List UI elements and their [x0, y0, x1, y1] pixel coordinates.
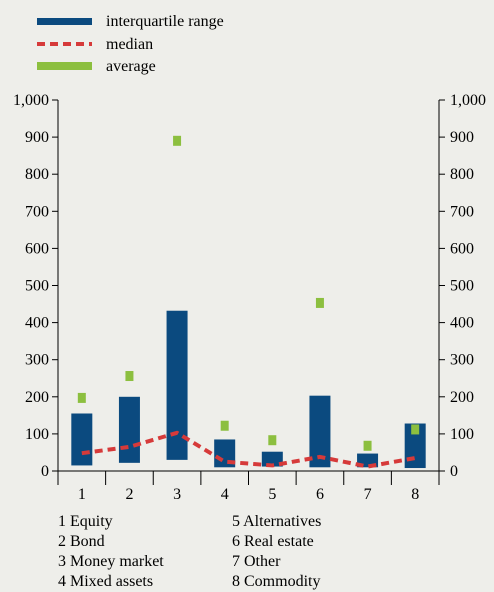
category-key-item: 7 Other — [232, 553, 281, 570]
legend-swatch-iqr — [37, 18, 92, 25]
average-marker — [315, 297, 324, 308]
average-marker — [411, 424, 420, 435]
category-key-item: 6 Real estate — [232, 533, 314, 550]
legend-label-median: median — [106, 36, 153, 53]
category-key-item: 3 Money market — [58, 553, 164, 570]
y-tick-label-right: 500 — [450, 278, 474, 295]
iqr-bar — [309, 395, 331, 468]
category-key-item: 8 Commodity — [232, 573, 320, 590]
y-tick-label-right: 400 — [450, 315, 474, 332]
iqr-bar — [166, 310, 188, 460]
y-tick-label-left: 200 — [25, 389, 49, 406]
legend-swatch-average — [37, 62, 92, 70]
y-tick-label-left: 500 — [25, 278, 49, 295]
legend-label-iqr: interquartile range — [106, 13, 224, 30]
category-key-item: 2 Bond — [58, 533, 105, 550]
average-marker — [77, 392, 86, 403]
y-tick-label-left: 900 — [25, 129, 49, 146]
category-key-item: 5 Alternatives — [232, 513, 321, 530]
category-key-item: 4 Mixed assets — [58, 573, 153, 590]
y-tick-label-right: 0 — [450, 463, 458, 480]
y-tick-label-left: 700 — [25, 203, 49, 220]
y-tick-label-left: 100 — [25, 426, 49, 443]
y-tick-label-left: 1,000 — [13, 92, 49, 109]
category-key: 1 Equity 2 Bond 3 Money market 4 Mixed asse… — [58, 513, 321, 590]
x-tick-label: 6 — [316, 486, 324, 503]
chart-legend: interquartile range median average — [37, 13, 224, 75]
y-tick-label-right: 1,000 — [450, 92, 486, 109]
plot-area: 0 0 100 100 200 200 300 300 400 400 500 500 600 600 70… — [13, 92, 486, 503]
y-tick-label-right: 700 — [450, 203, 474, 220]
y-tick-label-right: 800 — [450, 166, 474, 183]
y-tick-label-left: 800 — [25, 166, 49, 183]
x-tick-label: 7 — [364, 486, 372, 503]
y-tick-label-right: 300 — [450, 352, 474, 369]
average-marker — [363, 440, 372, 451]
y-tick-label-left: 0 — [41, 463, 49, 480]
iqr-bar — [261, 451, 283, 467]
y-tick-label-right: 900 — [450, 129, 474, 146]
iqr-bar — [71, 413, 93, 466]
y-tick-label-right: 200 — [450, 389, 474, 406]
x-tick-label: 8 — [411, 486, 419, 503]
iqr-bar — [404, 423, 426, 469]
average-marker — [173, 135, 182, 146]
x-tick-label: 5 — [268, 486, 276, 503]
iqr-bar — [118, 396, 140, 463]
x-tick-label: 4 — [221, 486, 229, 503]
y-tick-label-left: 300 — [25, 352, 49, 369]
x-tick-label: 3 — [173, 486, 181, 503]
y-tick-label-left: 400 — [25, 315, 49, 332]
average-marker — [125, 371, 134, 382]
y-tick-label-right: 600 — [450, 240, 474, 257]
average-marker — [268, 435, 277, 446]
legend-label-average: average — [106, 58, 156, 75]
x-tick-label: 2 — [125, 486, 133, 503]
y-tick-label-left: 600 — [25, 240, 49, 257]
y-tick-label-right: 100 — [450, 426, 474, 443]
x-tick-label: 1 — [78, 486, 86, 503]
category-key-item: 1 Equity — [58, 513, 113, 530]
average-marker — [220, 420, 229, 431]
median-line — [81, 430, 416, 469]
